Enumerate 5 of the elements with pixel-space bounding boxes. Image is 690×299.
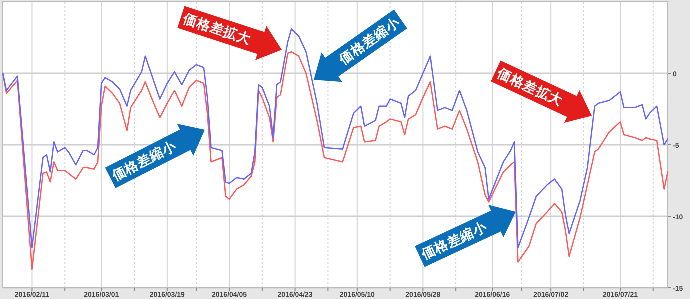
annotation: 価格差拡大 [180, 10, 254, 48]
annotation: 価格差拡大 [494, 64, 567, 110]
annotation: 価格差縮小 [108, 136, 180, 184]
annotation: 価格差縮小 [335, 13, 404, 68]
annotation: 価格差縮小 [418, 218, 490, 263]
